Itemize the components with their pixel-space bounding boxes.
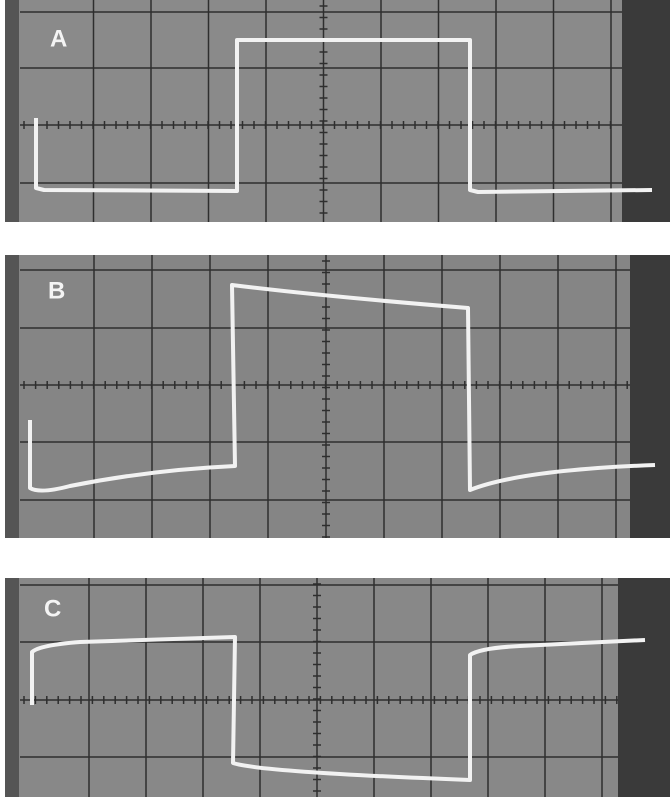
panel-a: A [5, 0, 670, 222]
screen [5, 578, 655, 797]
panel-b: B [5, 255, 670, 538]
bezel [630, 255, 670, 538]
panel-label: C [44, 595, 61, 622]
bezel [5, 0, 19, 222]
page: {"panels": [{"label": "A"}, {"label": "B… [0, 0, 670, 797]
panel-label: A [50, 25, 67, 52]
panel-c: C [5, 578, 670, 797]
bezel [5, 255, 19, 538]
panel-label: B [48, 277, 65, 304]
oscilloscope-photos: A B C [0, 0, 670, 797]
bezel [618, 578, 670, 797]
bezel [5, 578, 19, 797]
